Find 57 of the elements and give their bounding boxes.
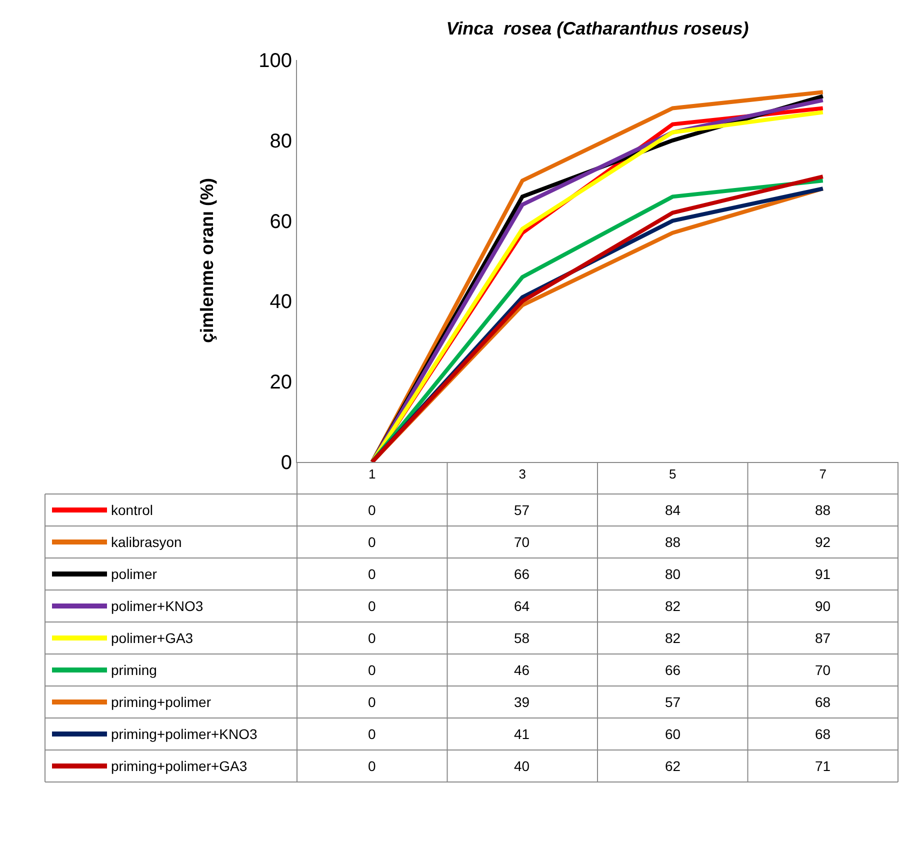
data-label: 91: [815, 566, 831, 582]
data-label: 60: [665, 726, 681, 742]
data-label: 57: [665, 694, 681, 710]
data-label: 71: [815, 758, 831, 774]
data-label: 70: [815, 662, 831, 678]
x-tick-label: 7: [819, 466, 826, 482]
legend-label: priming+polimer: [111, 694, 212, 710]
data-label: 92: [815, 534, 831, 550]
data-label: 82: [665, 630, 681, 646]
y-tick-label: 40: [270, 291, 292, 314]
legend-label: priming+polimer+KNO3: [111, 726, 258, 742]
legend-label: polimer+KNO3: [111, 598, 204, 614]
legend-label: kalibrasyon: [111, 534, 182, 550]
data-label: 70: [514, 534, 530, 550]
y-tick-label: 100: [258, 50, 292, 72]
data-label: 58: [514, 630, 530, 646]
x-tick-label: 1: [368, 466, 376, 482]
data-label: 0: [368, 726, 376, 742]
data-label: 66: [665, 662, 681, 678]
legend-label: kontrol: [111, 502, 154, 518]
data-label: 41: [514, 726, 530, 742]
data-label: 80: [665, 566, 681, 582]
legend-label: priming: [111, 662, 157, 678]
data-label: 90: [815, 598, 831, 614]
data-label: 0: [368, 534, 376, 550]
data-label: 84: [665, 502, 681, 518]
x-tick-label: 5: [669, 466, 676, 482]
data-label: 0: [368, 758, 376, 774]
data-label: 62: [665, 758, 681, 774]
data-label: 46: [514, 662, 530, 678]
data-label: 0: [368, 630, 376, 646]
data-label: 88: [665, 534, 681, 550]
data-label: 68: [815, 694, 831, 710]
data-label: 39: [514, 694, 530, 710]
y-axis-title: çimlenme oranı (%): [197, 178, 217, 343]
data-label: 0: [368, 694, 376, 710]
data-label: 0: [368, 598, 376, 614]
data-label: 68: [815, 726, 831, 742]
legend-label: polimer+GA3: [111, 630, 194, 646]
data-label: 0: [368, 662, 376, 678]
y-tick-label: 0: [280, 452, 292, 474]
legend-label: polimer: [111, 566, 158, 582]
legend-label: priming+polimer+GA3: [111, 758, 248, 774]
data-label: 57: [514, 502, 530, 518]
data-label: 0: [368, 566, 376, 582]
data-label: 88: [815, 502, 831, 518]
data-label: 87: [815, 630, 831, 646]
x-tick-label: 3: [518, 466, 526, 482]
y-tick-label: 20: [270, 372, 292, 394]
y-tick-label: 80: [270, 130, 292, 152]
data-label: 66: [514, 566, 530, 582]
data-label: 0: [368, 502, 376, 518]
data-label: 82: [665, 598, 681, 614]
chart-title: Vinca rosea (Catharanthus roseus): [446, 18, 749, 39]
data-label: 40: [514, 758, 530, 774]
data-label: 64: [514, 598, 530, 614]
y-tick-label: 60: [270, 210, 292, 233]
